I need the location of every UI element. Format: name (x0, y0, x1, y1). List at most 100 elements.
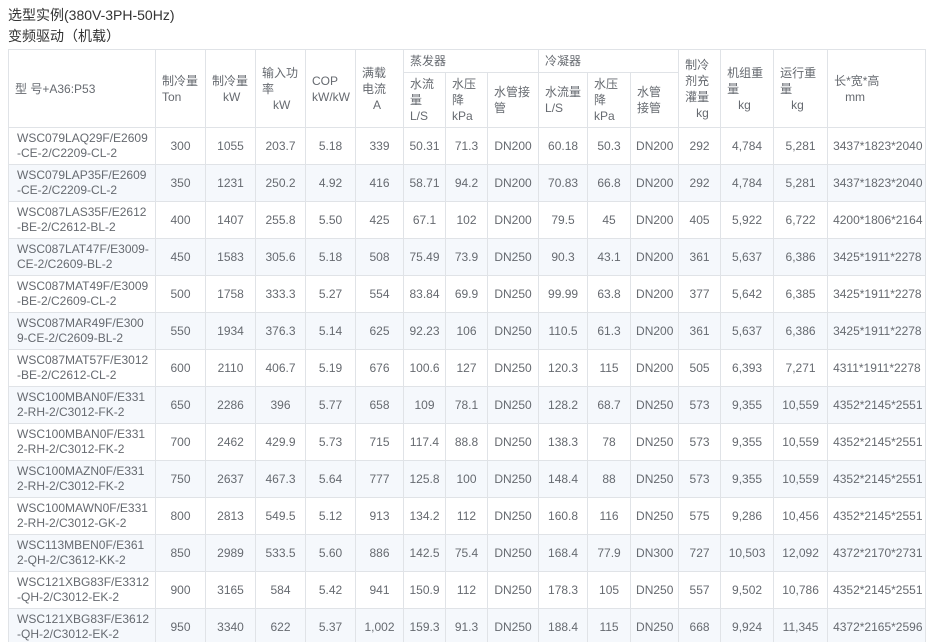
table-cell: 68.7 (587, 386, 632, 424)
table-body: WSC079LAQ29F/E2609-CE-2/C2209-CL-2 300 105… (8, 127, 927, 642)
table-cell: 11,345 (773, 608, 829, 642)
model-cell: WSC100MAZN0F/E3312-RH-2/C3012-FK-2 (8, 460, 156, 498)
table-cell: 650 (155, 386, 206, 424)
table-cell: 128.2 (538, 386, 589, 424)
table-row: WSC100MAZN0F/E3312-RH-2/C3012-FK-2 750 263… (8, 460, 927, 498)
table-cell: 5.64 (305, 460, 356, 498)
table-cell: 99.99 (538, 275, 589, 313)
table-cell: 138.3 (538, 423, 589, 461)
table-cell: 5,637 (720, 312, 775, 350)
table-cell: 88 (587, 460, 632, 498)
table-cell: DN200 (630, 349, 680, 387)
table-cell: 75.4 (445, 534, 488, 572)
header-group-row: 型 号+A36:P53 制冷量 Ton 制冷量 kW 输入功率 kW COP k… (8, 49, 927, 128)
table-cell: 6,386 (773, 312, 829, 350)
header-input-power: 输入功率 kW (255, 49, 306, 128)
table-cell: DN250 (486, 423, 540, 461)
table-cell: 1407 (205, 201, 256, 239)
table-cell: 5.50 (305, 201, 356, 239)
table-cell: 500 (155, 275, 206, 313)
table-cell: 10,559 (773, 386, 829, 424)
table-cell: 178.3 (538, 571, 589, 609)
table-cell: 90.3 (538, 238, 589, 276)
header-model-label: 型 号+A36:P53 (15, 81, 96, 96)
table-cell: 94.2 (445, 164, 488, 202)
model-cell: WSC121XBG83F/E3612-QH-2/C3012-EK-2 (8, 608, 156, 642)
table-cell: 9,355 (720, 423, 775, 461)
table-cell: DN300 (630, 534, 680, 572)
header-evap-pressure-drop: 水压降 kPa (445, 72, 488, 128)
header-condenser-group: 冷凝器 (538, 49, 680, 73)
header-operating-weight: 运行重量 kg (773, 49, 829, 128)
table-cell: 148.4 (538, 460, 589, 498)
table-cell: 3437*1823*2040 (827, 164, 927, 202)
table-cell: DN200 (486, 164, 540, 202)
table-cell: 10,559 (773, 423, 829, 461)
table-cell: 886 (355, 534, 404, 572)
table-cell: 112 (445, 571, 488, 609)
table-cell: 69.9 (445, 275, 488, 313)
table-row: WSC113MBEN0F/E3612-QH-2/C3612-KK-2 850 298… (8, 534, 927, 572)
table-cell: 160.8 (538, 497, 589, 535)
table-cell: 727 (678, 534, 722, 572)
table-cell: 350 (155, 164, 206, 202)
model-cell: WSC100MBAN0F/E3312-RH-2/C3012-FK-2 (8, 386, 156, 424)
table-cell: 4352*2145*2551 (827, 460, 927, 498)
model-cell: WSC079LAQ29F/E2609-CE-2/C2209-CL-2 (8, 127, 156, 165)
table-cell: 2286 (205, 386, 256, 424)
header-evaporator-group: 蒸发器 (402, 49, 540, 73)
table-cell: 203.7 (255, 127, 306, 165)
table-cell: 127 (445, 349, 488, 387)
table-cell: 5.42 (305, 571, 356, 609)
table-cell: 5.37 (305, 608, 356, 642)
table-cell: 1583 (205, 238, 256, 276)
table-cell: DN200 (630, 275, 680, 313)
table-row: WSC087MAR49F/E3009-CE-2/C2609-BL-2 550 193… (8, 312, 927, 350)
table-cell: DN250 (486, 349, 540, 387)
table-row: WSC100MBAN0F/E3312-RH-2/C3012-FK-2 700 246… (8, 423, 927, 461)
table-cell: 77.9 (587, 534, 632, 572)
table-cell: 396 (255, 386, 306, 424)
table-cell: DN250 (486, 238, 540, 276)
table-cell: 1758 (205, 275, 256, 313)
table-cell: 112 (445, 497, 488, 535)
table-cell: 5.73 (305, 423, 356, 461)
table-cell: DN250 (486, 571, 540, 609)
table-cell: 150.9 (403, 571, 446, 609)
table-cell: 4352*2145*2551 (827, 423, 927, 461)
table-cell: 50.31 (403, 127, 446, 165)
table-cell: 2462 (205, 423, 256, 461)
model-cell: WSC079LAP35F/E2609-CE-2/C2209-CL-2 (8, 164, 156, 202)
table-cell: 4311*1911*2278 (827, 349, 927, 387)
table-cell: 2989 (205, 534, 256, 572)
table-cell: 83.84 (403, 275, 446, 313)
table-cell: 105 (587, 571, 632, 609)
table-cell: 676 (355, 349, 404, 387)
table-cell: DN250 (630, 497, 680, 535)
table-cell: 2637 (205, 460, 256, 498)
table-cell: 550 (155, 312, 206, 350)
table-cell: 106 (445, 312, 488, 350)
table-cell: 5.18 (305, 127, 356, 165)
table-cell: 142.5 (403, 534, 446, 572)
table-cell: 557 (678, 571, 722, 609)
table-cell: 9,924 (720, 608, 775, 642)
table-cell: DN250 (630, 386, 680, 424)
table-cell: 91.3 (445, 608, 488, 642)
table-cell: 5,281 (773, 127, 829, 165)
table-cell: 3437*1823*2040 (827, 127, 927, 165)
table-cell: DN250 (486, 460, 540, 498)
table-cell: 508 (355, 238, 404, 276)
table-cell: 3340 (205, 608, 256, 642)
table-cell: 292 (678, 164, 722, 202)
table-cell: DN200 (486, 201, 540, 239)
table-cell: 406.7 (255, 349, 306, 387)
table-cell: 5.77 (305, 386, 356, 424)
table-cell: 3425*1911*2278 (827, 275, 927, 313)
table-cell: 6,722 (773, 201, 829, 239)
table-row: WSC121XBG83F/E3612-QH-2/C3012-EK-2 950 334… (8, 608, 927, 642)
header-cond-pressure-drop: 水压降 kPa (587, 72, 632, 128)
table-cell: 429.9 (255, 423, 306, 461)
model-cell: WSC087MAR49F/E3009-CE-2/C2609-BL-2 (8, 312, 156, 350)
table-cell: DN200 (630, 312, 680, 350)
